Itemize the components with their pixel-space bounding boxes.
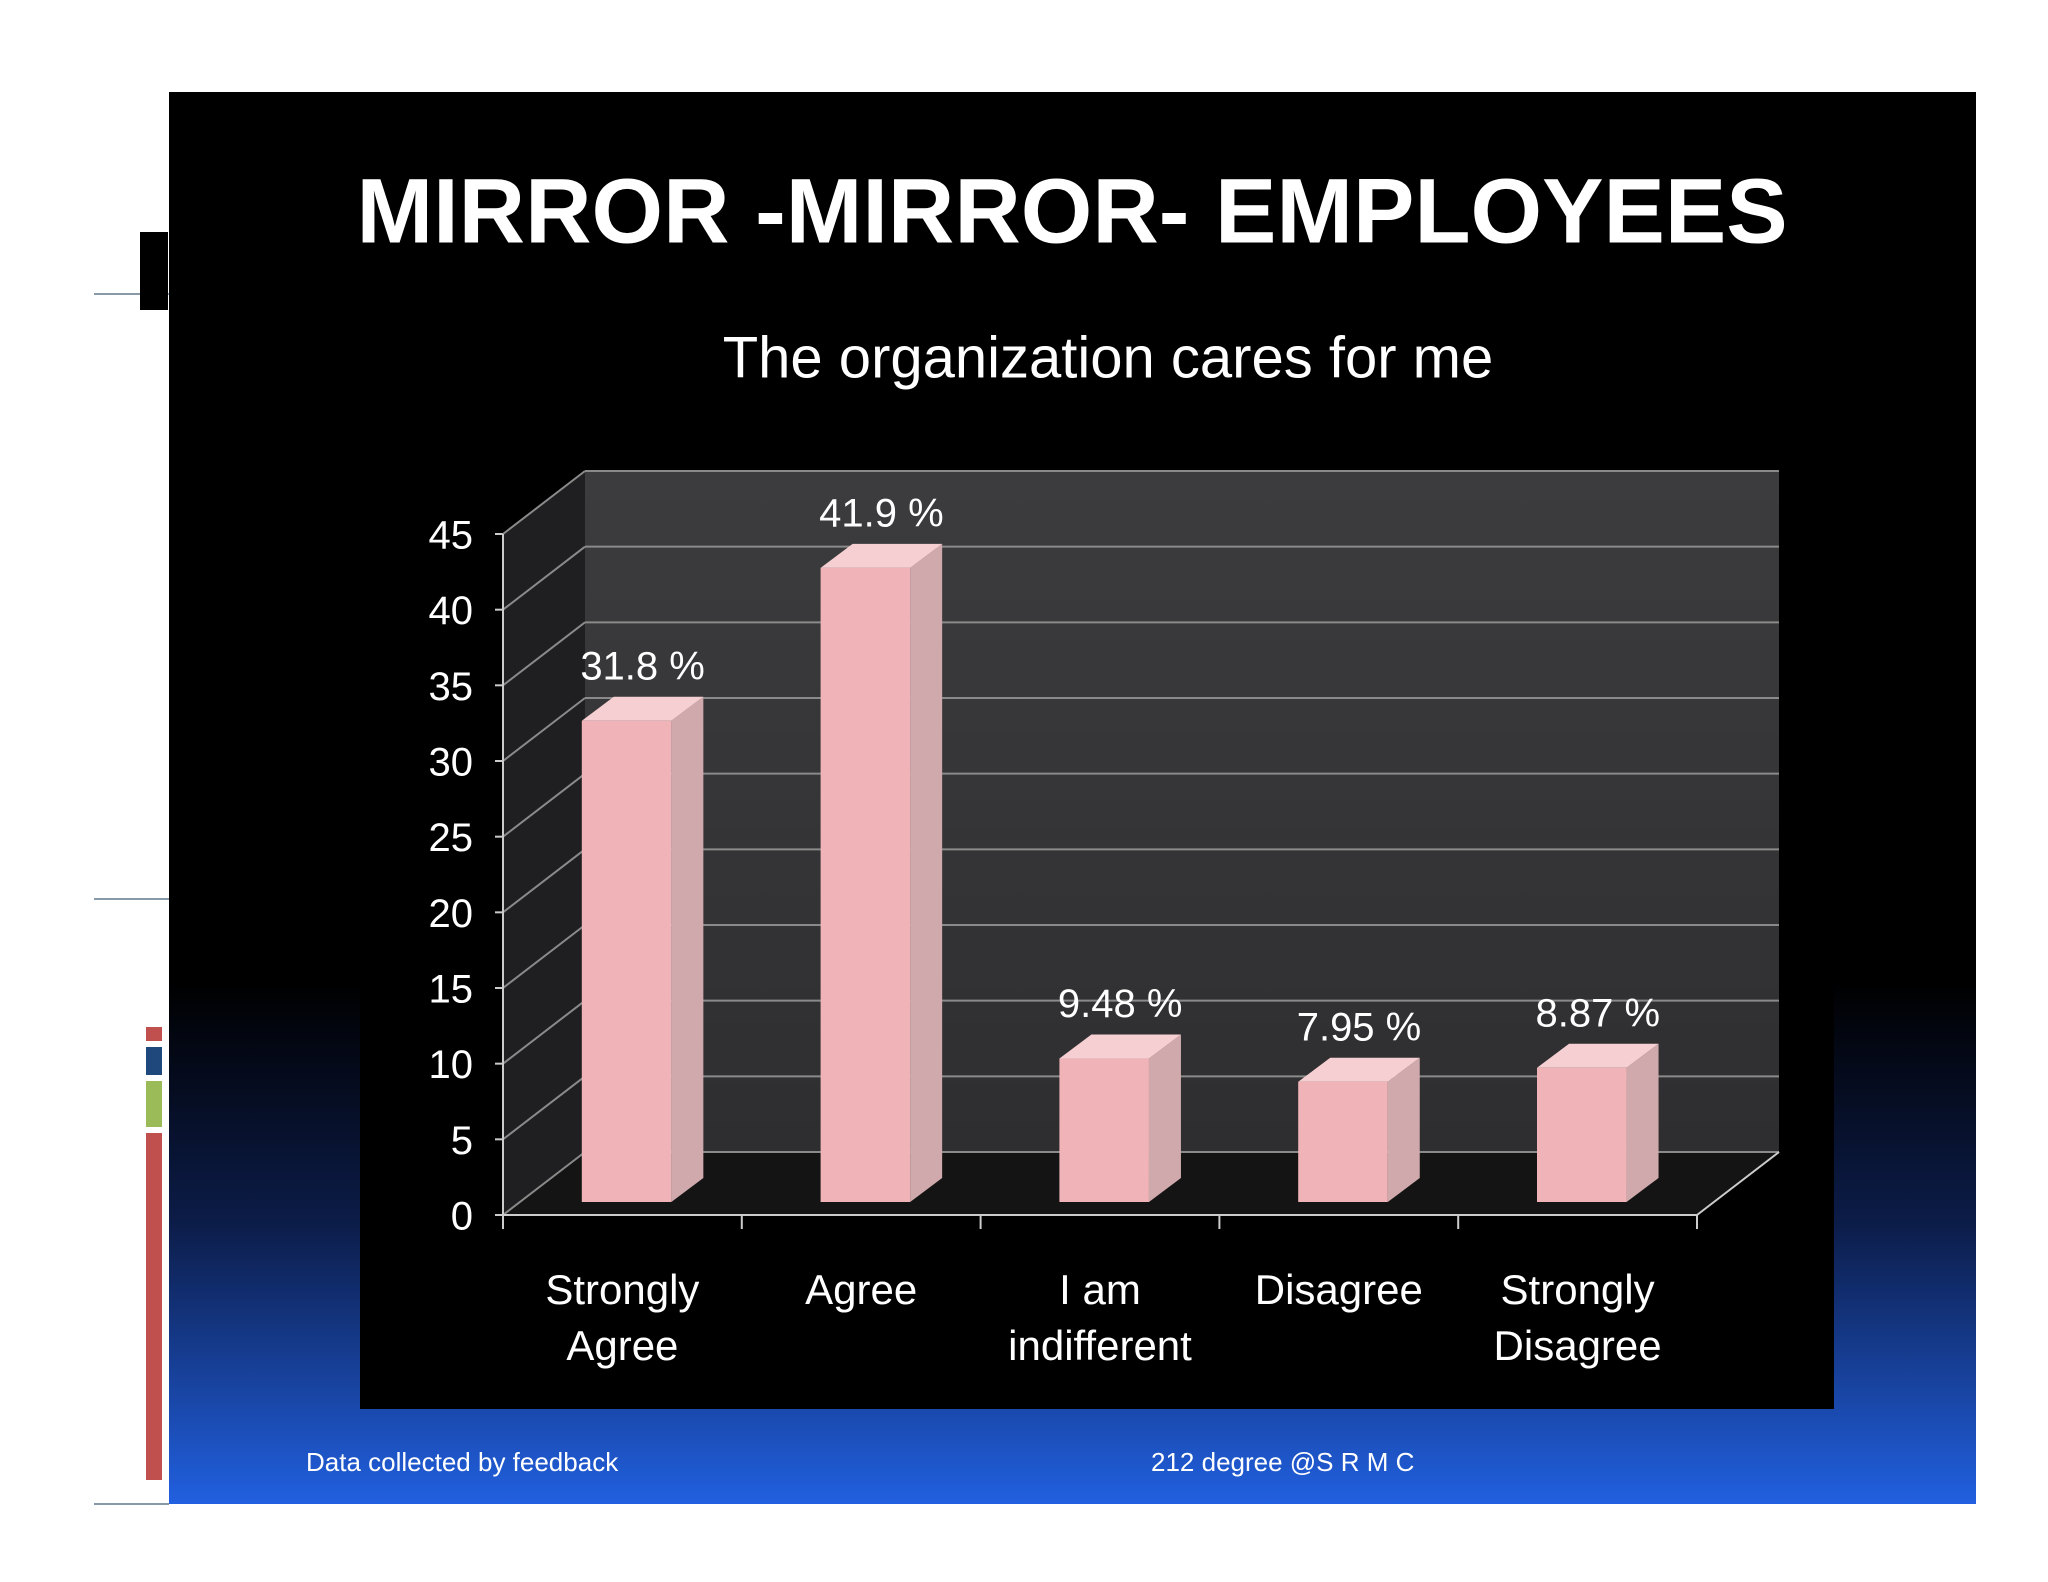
deco-barcode <box>140 232 168 310</box>
y-tick-label: 35 <box>429 665 474 709</box>
bar <box>1537 1067 1627 1202</box>
grid-line <box>502 697 586 762</box>
bar-top <box>820 543 943 568</box>
y-tick-label: 15 <box>429 968 474 1012</box>
footer-center: 212 degree @S R M C <box>1151 1447 1414 1477</box>
y-tick-label: 10 <box>429 1043 474 1087</box>
y-tick-label: 0 <box>451 1195 473 1239</box>
grid-line <box>502 1151 586 1216</box>
grid-line <box>502 999 586 1065</box>
x-tick-label: Disagree <box>1254 1266 1423 1313</box>
bar-top <box>581 696 704 721</box>
bar-top <box>1537 1043 1659 1068</box>
bar <box>820 567 911 1202</box>
x-tick-label: Agree <box>805 1266 918 1313</box>
bar <box>1298 1081 1388 1202</box>
value-label: 9.48 % <box>1058 982 1183 1026</box>
deco-block <box>146 1133 162 1480</box>
bar <box>1059 1058 1149 1202</box>
value-label: 31.8 % <box>580 644 705 688</box>
grid-line <box>502 621 586 687</box>
grid-line <box>502 545 586 611</box>
footer-left: Data collected by feedback <box>306 1447 619 1477</box>
value-label: 8.87 % <box>1536 991 1661 1035</box>
x-tick-label: Strongly Agree <box>545 1266 700 1369</box>
grid-line <box>502 772 586 838</box>
side-wall <box>503 471 585 1215</box>
y-tick-label: 5 <box>451 1119 473 1163</box>
y-tick-label: 40 <box>429 589 474 633</box>
y-tick-label: 20 <box>429 892 474 936</box>
slide-title: MIRROR -MIRROR- EMPLOYEES <box>356 160 1787 262</box>
value-label: 7.95 % <box>1297 1005 1422 1049</box>
bar-side <box>1626 1043 1659 1202</box>
y-tick-label: 25 <box>429 816 474 860</box>
deco-block <box>146 1047 162 1075</box>
deco-block <box>146 1081 162 1127</box>
bar <box>581 720 672 1202</box>
bar-side <box>1387 1057 1420 1202</box>
x-tick-label: I am indifferent <box>1008 1266 1192 1369</box>
grid-line <box>502 924 586 989</box>
grid-line <box>502 470 586 535</box>
bar-top <box>1298 1057 1420 1082</box>
grid-line <box>502 848 586 914</box>
bar-side <box>671 696 704 1202</box>
y-tick-label: 30 <box>429 741 474 785</box>
floor-edge <box>1696 1151 1780 1216</box>
grid-line <box>502 1075 586 1141</box>
deco-block <box>146 1027 162 1041</box>
bar-side <box>910 543 943 1202</box>
bar-side <box>1148 1034 1181 1202</box>
bar-top <box>1059 1034 1181 1059</box>
chart-subtitle: The organization cares for me <box>723 325 1493 390</box>
x-tick-label: Strongly Disagree <box>1493 1266 1662 1369</box>
y-tick-label: 45 <box>429 514 474 558</box>
value-label: 41.9 % <box>819 491 944 535</box>
